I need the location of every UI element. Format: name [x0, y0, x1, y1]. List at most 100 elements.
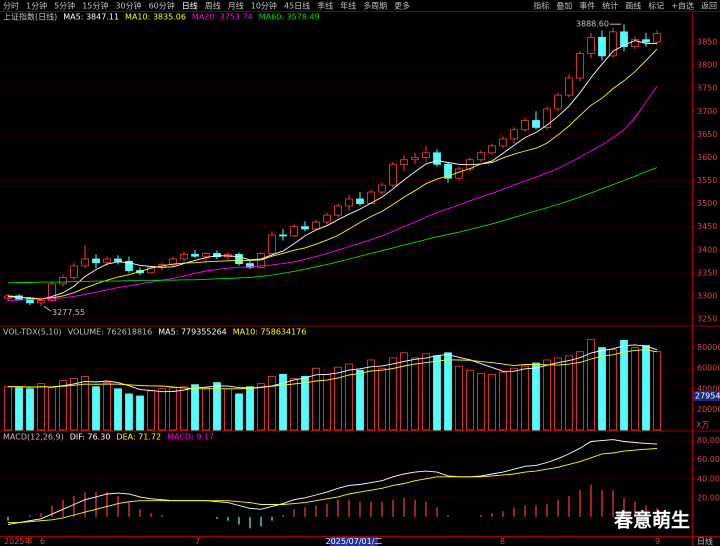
volume-bar — [48, 387, 56, 431]
candle-body — [444, 163, 452, 179]
period-tab[interactable]: 更多 — [394, 1, 410, 11]
tool-button[interactable]: 指标 — [533, 1, 549, 11]
candle-body — [499, 138, 507, 147]
indicator-line — [7, 86, 658, 301]
period-tab[interactable]: 年线 — [340, 1, 356, 11]
candle-body — [268, 234, 276, 254]
volume-bar — [345, 363, 353, 431]
y-tick-label: 3750 — [697, 84, 717, 93]
y-tick-label: 80000 — [697, 343, 720, 352]
candle-body — [609, 31, 617, 57]
legend-item: MA10: 758634176 — [233, 328, 307, 337]
volume-bar — [378, 367, 386, 431]
high-label: 3888.60 — [576, 20, 609, 29]
candle-body — [37, 300, 45, 304]
period-tab[interactable]: 分时 — [3, 1, 19, 11]
volume-bar — [279, 373, 287, 431]
y-tick-label: 3700 — [697, 107, 717, 116]
candle-body — [213, 253, 221, 258]
candle-body — [565, 77, 573, 96]
volume-bar — [521, 365, 529, 431]
period-tab[interactable]: 月线 — [228, 1, 244, 11]
candle-body — [543, 108, 551, 128]
candle-body — [312, 221, 320, 230]
tool-button[interactable]: 事件 — [579, 1, 595, 11]
period-tab[interactable]: 45日线 — [284, 1, 310, 11]
x-axis-label: 9 — [655, 537, 660, 546]
tool-button[interactable]: 标记 — [648, 1, 664, 11]
volume-bar — [103, 382, 111, 431]
candle-body — [488, 145, 496, 154]
candle-body — [147, 266, 155, 274]
y-tick-label: 40.00 — [697, 474, 720, 483]
volume-bar — [356, 369, 364, 431]
volume-bar — [15, 387, 23, 431]
volume-bar — [576, 351, 584, 431]
y-tick-label: 3850 — [697, 38, 717, 47]
volume-bar — [268, 376, 276, 431]
period-tab[interactable]: 1分钟 — [26, 1, 47, 11]
tool-button[interactable]: 叠加 — [556, 1, 572, 11]
candle-body — [576, 53, 584, 79]
legend-item: DIF: 76.30 — [70, 433, 111, 442]
candle-body — [81, 258, 89, 267]
candle-body — [191, 253, 199, 257]
period-tab[interactable]: 5分钟 — [54, 1, 75, 11]
volume-bar — [609, 349, 617, 431]
volume-bar — [510, 367, 518, 431]
x-axis-label: 7 — [195, 537, 200, 546]
volume-bar — [213, 382, 221, 431]
candle-body — [323, 214, 331, 223]
low-pointer — [43, 305, 52, 312]
volume-bar — [257, 383, 265, 431]
volume-bar — [543, 359, 551, 431]
volume-bar — [4, 386, 12, 431]
candle-body — [389, 163, 397, 186]
indicator-line — [7, 439, 658, 526]
period-tab[interactable]: 15分钟 — [82, 1, 108, 11]
volume-bar — [488, 373, 496, 431]
period-tab[interactable]: 季线 — [317, 1, 333, 11]
period-tab[interactable]: 60分钟 — [149, 1, 175, 11]
volume-bar — [147, 390, 155, 431]
tool-button[interactable]: 统计 — [602, 1, 618, 11]
low-label: 3277.55 — [52, 308, 85, 317]
period-tab[interactable]: 10分钟 — [251, 1, 277, 11]
y-tick-label: 3550 — [697, 176, 717, 185]
volume-bar — [334, 366, 342, 431]
volume-bar — [367, 359, 375, 431]
volume-bar — [246, 386, 254, 431]
volume-bar — [81, 376, 89, 431]
period-tab[interactable]: 多周期 — [363, 1, 387, 11]
candle-body — [290, 226, 298, 237]
candle-body — [334, 205, 342, 216]
volume-bar — [92, 386, 100, 431]
volume-bar — [455, 365, 463, 431]
volume-bar — [422, 353, 430, 431]
legend-item: MA10: 3835.06 — [125, 13, 186, 22]
legend-item: MACD: 9.17 — [167, 433, 214, 442]
volume-bar — [598, 347, 606, 431]
tool-button[interactable]: +自选 — [671, 1, 694, 11]
candle-body — [103, 258, 111, 264]
volume-bar — [125, 393, 133, 431]
candle-body — [59, 277, 67, 285]
candle-body — [411, 157, 419, 161]
tool-button[interactable]: 返回 — [701, 2, 717, 11]
candle-body — [235, 253, 243, 265]
tool-button[interactable]: 画线 — [625, 1, 641, 11]
legend-item: MA5: 779355264 — [158, 328, 227, 337]
volume-bar — [444, 352, 452, 431]
volume-bar — [70, 378, 78, 431]
candle-body — [631, 39, 639, 48]
volume-bar — [565, 355, 573, 431]
volume-bar — [554, 357, 562, 431]
candle-body — [433, 152, 441, 165]
period-tab[interactable]: 日线 — [182, 1, 198, 11]
period-tab[interactable]: 周线 — [205, 1, 221, 11]
candle-body — [598, 36, 606, 57]
candle-body — [48, 283, 56, 301]
volume-bar — [389, 357, 397, 431]
period-tab[interactable]: 30分钟 — [115, 1, 141, 11]
candle-body — [114, 258, 122, 262]
